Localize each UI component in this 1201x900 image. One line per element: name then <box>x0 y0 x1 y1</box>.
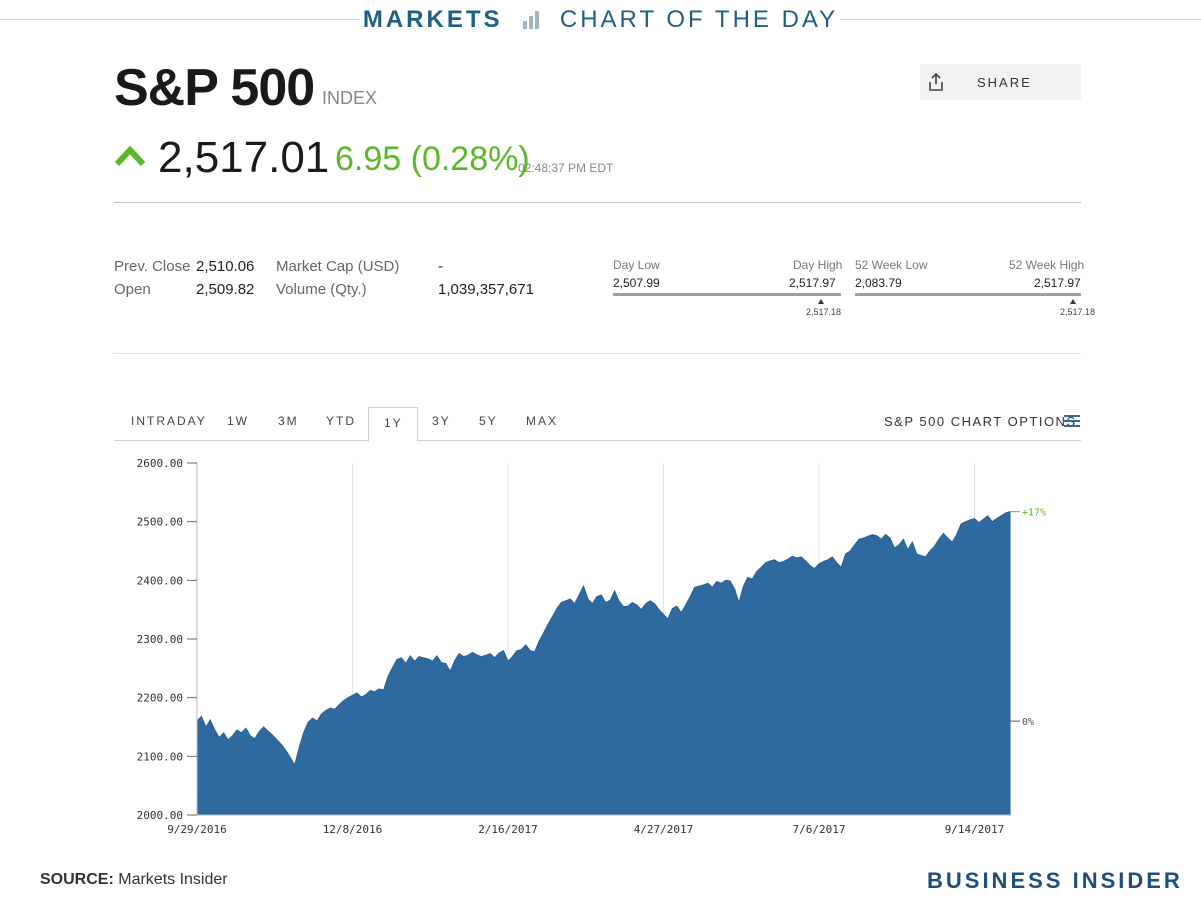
right-axis-label: 0% <box>1022 717 1034 728</box>
tab-1y[interactable]: 1Y <box>384 416 403 430</box>
market-cap-label: Market Cap (USD) <box>276 258 400 275</box>
page-title: S&P 500 <box>114 59 315 117</box>
tab-max[interactable]: MAX <box>526 414 559 428</box>
y-tick-label: 2200.00 <box>137 692 183 705</box>
day-range-bar <box>613 293 841 296</box>
tabs-baseline <box>114 440 1081 441</box>
banner-chart-of-the-day: CHART OF THE DAY <box>559 6 839 33</box>
banner-line-left <box>0 19 360 20</box>
source-note: SOURCE: Markets Insider <box>40 871 228 889</box>
divider-top <box>114 202 1081 203</box>
divider-middle <box>114 353 1081 354</box>
price-change: 6.95 (0.28%) <box>335 140 530 178</box>
x-tick-label: 9/29/2016 <box>167 823 227 836</box>
banner-markets: MARKETS <box>362 6 503 33</box>
right-axis-label: +17% <box>1022 508 1046 519</box>
y-tick-label: 2300.00 <box>137 633 183 646</box>
week52-low-label: 52 Week Low <box>855 258 928 272</box>
volume-value: 1,039,357,671 <box>438 281 534 298</box>
brand-logo: BUSINESS INSIDER <box>927 868 1183 893</box>
open-label: Open <box>114 281 151 298</box>
prev-close-label: Prev. Close <box>114 258 191 275</box>
share-label: SHARE <box>977 75 1032 90</box>
week52-high-label: 52 Week High <box>1009 258 1085 272</box>
source-label: SOURCE: <box>40 871 114 888</box>
tab-3m[interactable]: 3M <box>278 414 299 428</box>
x-tick-label: 7/6/2017 <box>793 823 846 836</box>
market-cap-value: - <box>438 258 443 275</box>
tab-intraday[interactable]: INTRADAY <box>131 414 207 428</box>
y-tick-label: 2600.00 <box>137 457 183 470</box>
tab-1w[interactable]: 1W <box>227 414 249 428</box>
week52-high-value: 2,517.97 <box>1034 276 1081 290</box>
tab-3y[interactable]: 3Y <box>432 414 451 428</box>
share-button[interactable] <box>920 64 1081 100</box>
price-chart: 2600.00 2500.00 2400.00 2300.00 2200.00 2100.… <box>137 457 1046 836</box>
day-range-marker-icon <box>818 299 824 304</box>
tab-active-frame <box>368 407 418 442</box>
day-high-label: Day High <box>793 258 843 272</box>
x-tick-label: 2/16/2017 <box>478 823 538 836</box>
day-low-value: 2,507.99 <box>613 276 660 290</box>
x-tick-label: 9/14/2017 <box>945 823 1005 836</box>
y-tick-label: 2400.00 <box>137 574 183 587</box>
banner: MARKETS CHART OF THE DAY <box>0 6 1201 34</box>
day-low-label: Day Low <box>613 258 660 272</box>
current-price: 2,517.01 <box>158 133 330 182</box>
open-value: 2,509.82 <box>196 281 255 298</box>
x-tick-label: 12/8/2016 <box>323 823 383 836</box>
up-arrow-icon <box>115 146 145 166</box>
index-type-label: INDEX <box>322 88 378 108</box>
week52-range-marker-value: 2,517.18 <box>1060 307 1096 317</box>
week52-range-bar <box>855 293 1081 296</box>
share-icon <box>929 72 943 91</box>
week52-low-value: 2,083.79 <box>855 276 902 290</box>
tab-ytd[interactable]: YTD <box>326 414 356 428</box>
price-area-series <box>196 511 1011 816</box>
menu-icon[interactable] <box>1064 415 1080 427</box>
day-high-value: 2,517.97 <box>789 276 836 290</box>
price-timestamp: 02:48:37 PM EDT <box>518 161 614 175</box>
week52-range-marker-icon <box>1070 299 1076 304</box>
y-tick-label: 2500.00 <box>137 516 183 529</box>
tab-5y[interactable]: 5Y <box>479 414 498 428</box>
banner-line-right <box>840 19 1201 20</box>
x-tick-label: 4/27/2017 <box>634 823 694 836</box>
prev-close-value: 2,510.06 <box>196 258 255 275</box>
bar-chart-icon <box>523 11 540 29</box>
y-tick-label: 2000.00 <box>137 809 183 822</box>
y-tick-label: 2100.00 <box>137 750 183 763</box>
volume-label: Volume (Qty.) <box>276 281 367 298</box>
chart-options-button[interactable]: S&P 500 CHART OPTIONS <box>884 414 1077 429</box>
day-range-marker-value: 2,517.18 <box>806 307 842 317</box>
source-value: Markets Insider <box>118 871 228 888</box>
